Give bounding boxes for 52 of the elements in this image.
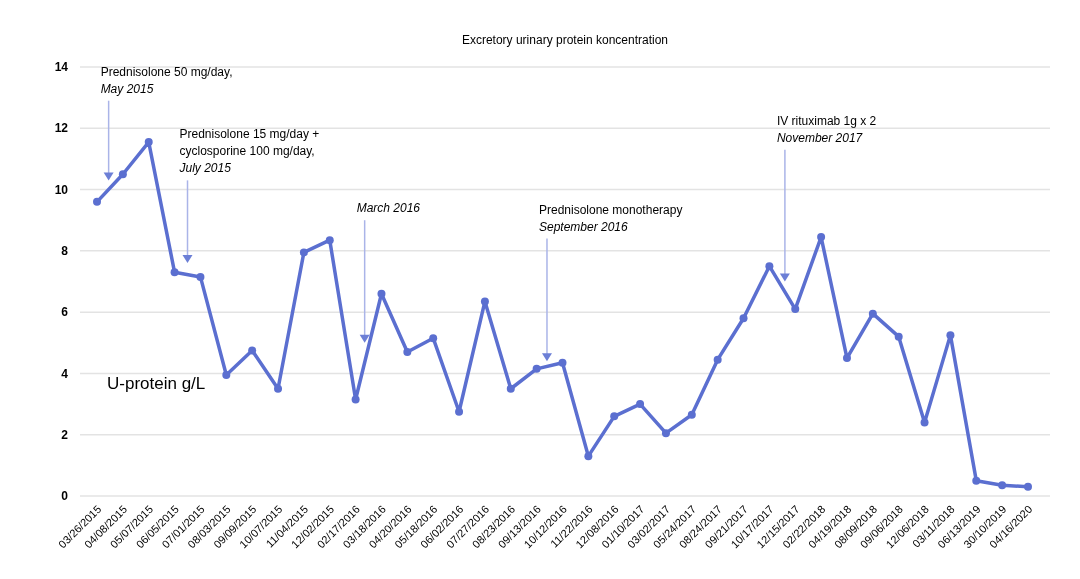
point xyxy=(455,407,464,416)
point xyxy=(274,384,283,393)
point xyxy=(325,236,334,245)
point xyxy=(403,347,412,356)
point xyxy=(584,452,593,461)
y-axis-title: U-protein g/L xyxy=(107,373,206,393)
y-tick-label: 10 xyxy=(54,182,69,197)
chart-title: Excretory urinary protein koncentration xyxy=(461,33,669,47)
point xyxy=(222,370,231,379)
point xyxy=(842,354,851,363)
point xyxy=(429,334,438,343)
point xyxy=(817,233,826,242)
point xyxy=(610,412,619,421)
y-tick-label: 2 xyxy=(61,427,69,442)
y-tick-label: 4 xyxy=(61,366,69,381)
point xyxy=(506,384,515,393)
point xyxy=(1024,482,1032,491)
point xyxy=(868,309,877,318)
y-tick-label: 14 xyxy=(54,60,69,75)
point xyxy=(170,268,179,277)
point xyxy=(248,346,257,355)
point xyxy=(946,331,955,340)
point xyxy=(713,355,722,364)
annotation: IV rituximab 1g x 2 November 2017 xyxy=(776,113,877,145)
point xyxy=(998,481,1007,490)
point xyxy=(687,410,696,419)
point xyxy=(765,262,774,271)
y-tick-label: 8 xyxy=(61,244,69,259)
point xyxy=(144,138,153,147)
y-tick-label: 6 xyxy=(61,305,69,320)
annotation: March 2016 xyxy=(356,201,421,216)
point xyxy=(480,297,489,306)
point xyxy=(118,170,127,179)
point xyxy=(791,305,800,314)
annotation: Prednisolone monotherapy September 2016 xyxy=(538,202,683,234)
point xyxy=(558,358,567,367)
point xyxy=(299,248,308,257)
point xyxy=(894,332,903,341)
point xyxy=(739,314,748,323)
point xyxy=(351,395,360,404)
point xyxy=(196,272,205,281)
annotation: Prednisolone 15 mg/day + cyclosporine 100 mg/day, July 2015 xyxy=(178,127,320,176)
point xyxy=(93,197,101,206)
point xyxy=(377,289,386,298)
point xyxy=(920,418,929,427)
point xyxy=(636,400,645,409)
point xyxy=(972,476,981,485)
annotation: Prednisolone 50 mg/day, May 2015 xyxy=(100,64,233,96)
y-tick-label: 0 xyxy=(61,489,69,504)
point xyxy=(532,364,541,373)
y-tick-label: 12 xyxy=(54,121,69,136)
point xyxy=(661,429,670,438)
